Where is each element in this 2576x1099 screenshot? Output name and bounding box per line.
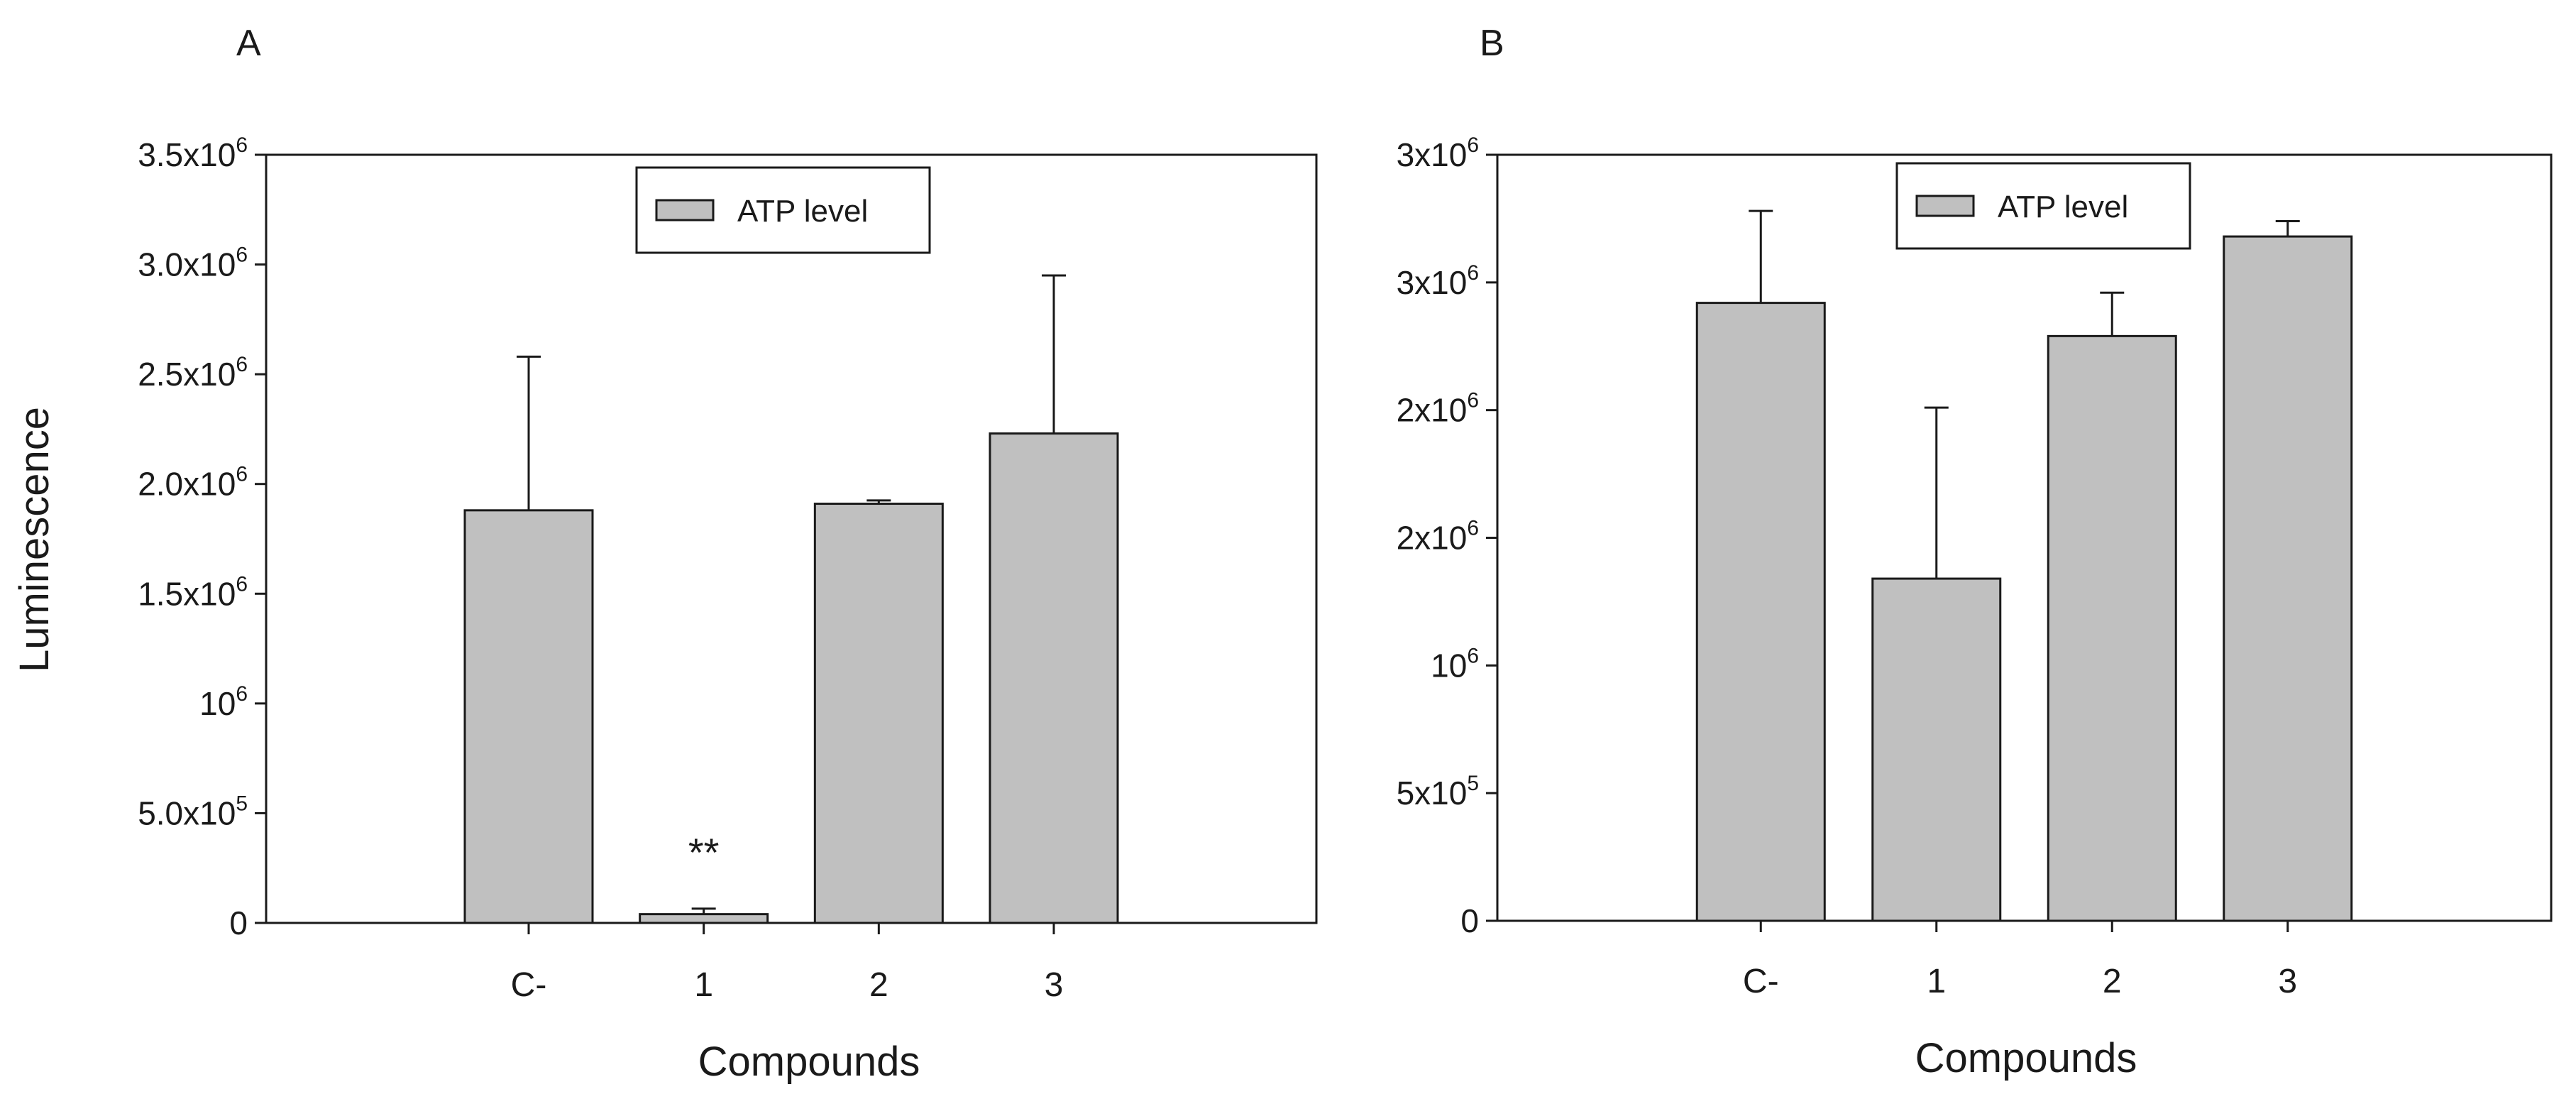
- chart-panel-b: B 0 5x105 106 2x106 2x106 3x106 3x106 C- 1 2 3 Compo…: [1397, 23, 2553, 1081]
- y-tick-label-a-6: 3.0x106: [138, 244, 248, 283]
- bar-a-2: [813, 503, 944, 924]
- y-tick-label-b-1: 5x105: [1397, 772, 1479, 811]
- plot-frame-a: [265, 153, 1318, 924]
- legend-label-b: ATP level: [1998, 190, 2128, 224]
- legend-swatch-b: [1915, 195, 1975, 217]
- chart-panel-a: A ** 0 5.0x105 106 1.5x106 2.0x106 2.5x106 3.0x1…: [11, 23, 1318, 1085]
- y-tick-label-a-7: 3.5x106: [138, 133, 248, 173]
- panel-label-b: B: [1480, 23, 1504, 64]
- bar-a-0: [463, 509, 594, 924]
- legend-swatch-a: [655, 199, 715, 222]
- bar-b-0: [1695, 302, 1826, 922]
- bar-a-1: [639, 913, 769, 924]
- y-tick-label-a-1: 5.0x105: [138, 792, 248, 831]
- x-tick-label-b-3: 3: [2278, 963, 2297, 1000]
- y-tick-label-b-2: 106: [1431, 644, 1479, 684]
- bar-b-3: [2223, 235, 2353, 922]
- x-tick-label-b-1: 1: [1927, 963, 1946, 1000]
- y-tick-label-a-4: 2.0x106: [138, 463, 248, 503]
- y-tick-label-a-0: 0: [229, 904, 248, 941]
- bar-b-1: [1871, 577, 2002, 922]
- y-tick-label-b-6: 3x106: [1397, 133, 1479, 173]
- y-tick-label-b-0: 0: [1460, 902, 1479, 939]
- bar-b-2: [2047, 334, 2177, 922]
- y-tick-label-a-5: 2.5x106: [138, 353, 248, 393]
- bar-a-3: [989, 432, 1119, 924]
- y-tick-label-b-5: 3x106: [1397, 261, 1479, 301]
- x-axis-title-a: Compounds: [698, 1039, 920, 1085]
- x-tick-label-a-1: 1: [694, 966, 713, 1004]
- y-tick-label-a-3: 1.5x106: [138, 572, 248, 612]
- plot-frame-b: [1496, 153, 2553, 922]
- x-tick-label-b-2: 2: [2103, 963, 2122, 1000]
- x-axis-title-b: Compounds: [1915, 1035, 2137, 1081]
- x-tick-label-a-3: 3: [1045, 966, 1064, 1004]
- legend-label-a: ATP level: [737, 194, 868, 229]
- y-tick-label-b-3: 2x106: [1397, 517, 1479, 557]
- x-tick-label-a-0: C-: [511, 966, 547, 1004]
- x-tick-label-b-0: C-: [1743, 963, 1779, 1000]
- y-axis-title-a: Luminescence: [11, 407, 57, 672]
- panel-label-a: A: [236, 23, 261, 64]
- y-tick-label-a-2: 106: [199, 682, 248, 722]
- y-tick-label-b-4: 2x106: [1397, 389, 1479, 429]
- significance-label-a-0: **: [688, 830, 720, 875]
- x-tick-label-a-2: 2: [869, 966, 888, 1004]
